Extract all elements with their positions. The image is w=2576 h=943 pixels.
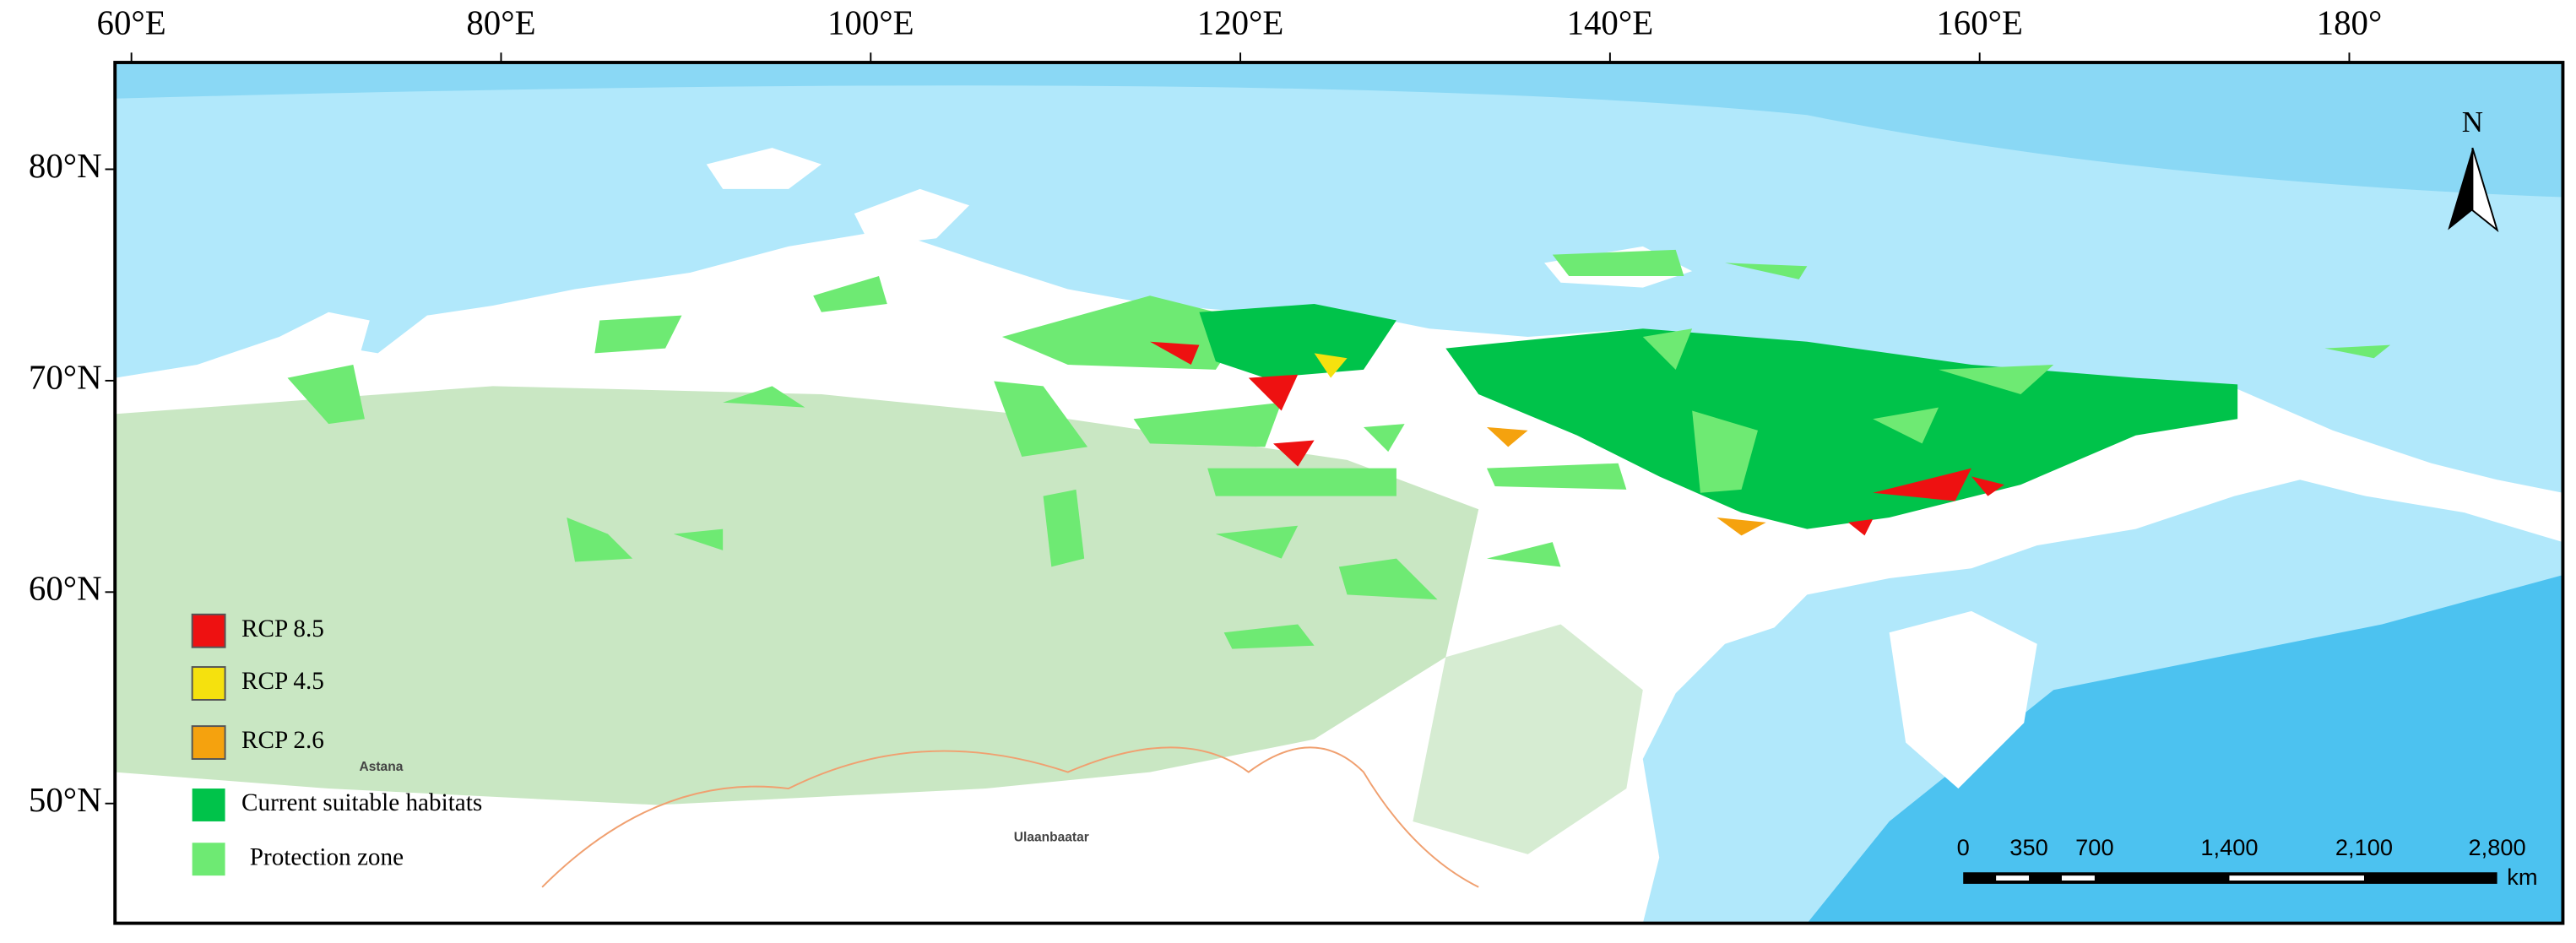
rcp-patches [1150,341,2004,536]
scale-label: 1,400 [2200,834,2258,860]
legend-label: RCP 8.5 [241,615,324,642]
scale-label: 2,100 [2335,834,2393,860]
rcp85-patch [1248,374,1299,411]
protection-zone [594,315,682,354]
north-label: N [2462,106,2483,138]
legend-label: Protection zone [250,843,404,870]
scale-bar: 0 350 700 1,400 2,100 2,800 km [1957,834,2538,890]
longitude-label: 80°E [466,4,535,42]
rcp85-patch [1272,440,1315,467]
arrow-right [2471,147,2499,233]
legend-swatch [192,843,225,876]
current-habitat [1199,304,1396,378]
protection-zone [1642,328,1693,370]
rcp85-patch [1971,476,2004,496]
scale-bar-segment [1996,875,2030,881]
legend-swatch [191,725,226,760]
longitude-label: 100°E [827,4,914,42]
rcp85-patch [1873,468,1971,501]
scale-label: 350 [2009,834,2047,860]
scale-unit: km [2507,864,2537,890]
protection-zone [287,365,365,425]
protection-zone [567,517,633,562]
legend-label: RCP 2.6 [241,727,324,754]
legend-swatch [192,789,225,821]
svalbard [706,148,822,189]
rcp26-patch [1486,426,1528,447]
rcp45-patch [1314,353,1348,378]
legend-label: Current suitable habitats [241,789,482,816]
legend-label: RCP 4.5 [241,668,324,695]
scale-bar-segment [2061,875,2095,881]
longitude-labels: 60°E 80°E 100°E 120°E 140°E 160°E 180° [97,4,2383,62]
protection-zone [1939,365,2054,395]
taiga [115,386,1479,805]
protection-zone [1725,263,1808,279]
latitude-label: 50°N [29,781,102,819]
protection-zone [1552,249,1684,276]
longitude-label: 160°E [1936,4,2023,42]
scale-label: 0 [1957,834,1970,860]
protection-zone [994,381,1088,457]
protection-zone [1215,525,1299,559]
longitude-label: 60°E [97,4,166,42]
protection-zone [673,528,724,550]
protection-zone [1338,558,1438,600]
protection-zone [1692,410,1758,493]
map-frame [113,61,2565,925]
legend-swatch [191,613,226,648]
rcp85-patch [1150,341,1200,366]
protection-zone [1486,463,1627,490]
protection-zone [1207,468,1396,496]
border [541,746,1479,888]
latitude-label: 60°N [29,570,102,608]
protection-zone [1223,624,1315,649]
longitude-label: 140°E [1567,4,1654,42]
severnaya-zemlya [854,188,970,247]
current-habitat [1445,328,2238,529]
legend-swatch [191,666,226,701]
forest-east [1413,624,1643,854]
scale-bar-segment [2229,875,2364,881]
latitude-labels: 80°N 70°N 60°N 50°N [29,147,116,819]
deep-arctic [115,62,2563,198]
longitude-label: 120°E [1197,4,1284,42]
rcp26-patch [1716,517,1766,536]
protection-zone [1364,424,1405,453]
protection-zone [723,386,805,408]
latitude-label: 80°N [29,147,102,185]
scale-label: 700 [2075,834,2113,860]
protection-zone [1873,407,1939,444]
place-label: Astana [360,760,404,774]
protection-zone [1133,402,1282,447]
protection-zone [1043,489,1085,567]
latitude-label: 70°N [29,358,102,396]
place-label: Ulaanbaatar [1014,831,1089,845]
protection-zone [2324,344,2391,359]
legend: RCP 8.5 RCP 4.5 RCP 2.6 Current suitable ha… [191,613,482,876]
longitude-label: 180° [2317,4,2383,42]
rcp85-patch [1848,518,1874,536]
scale-label: 2,800 [2469,834,2526,860]
protection-zone [813,275,887,312]
pacific [1807,575,2563,924]
kamchatka [1889,610,2037,789]
